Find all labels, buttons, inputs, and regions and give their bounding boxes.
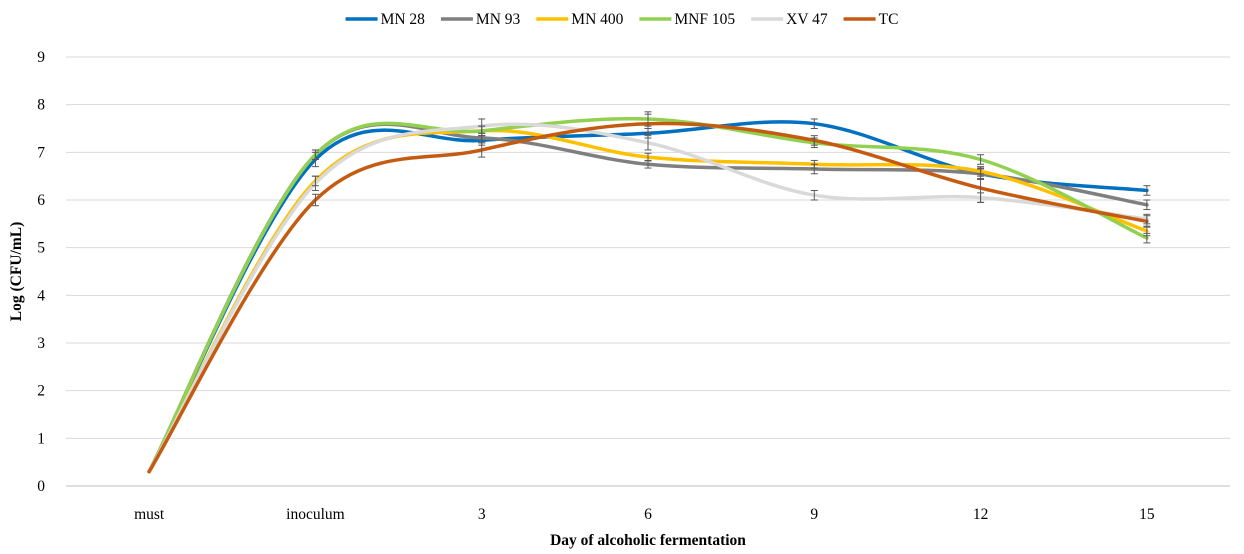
- legend: MN 28 MN 93 MN 400 MNF 105 XV 47 TC: [345, 11, 899, 28]
- error-bar: [644, 135, 652, 151]
- y-tick-label: 3: [37, 335, 45, 352]
- y-axis-ticks: 0 1 2 3 4 5 6 7 8 9: [37, 49, 45, 495]
- error-bar: [644, 152, 652, 162]
- x-tick-label: 3: [478, 506, 486, 523]
- legend-item: MNF 105: [639, 11, 735, 28]
- y-tick-label: 1: [37, 430, 45, 447]
- x-tick-label: 9: [810, 506, 818, 523]
- error-bar: [478, 118, 486, 134]
- error-bar: [311, 175, 319, 191]
- x-tick-label: must: [134, 506, 165, 523]
- legend-label: MN 93: [476, 11, 521, 28]
- error-bar: [644, 113, 652, 134]
- y-tick-label: 5: [37, 240, 45, 257]
- error-bar: [810, 135, 818, 146]
- error-bars: [311, 111, 1151, 244]
- legend-label: MN 28: [381, 11, 426, 28]
- legend-item: MN 400: [536, 11, 624, 28]
- legend-item: MN 28: [345, 11, 426, 28]
- series-line-xv-47: [147, 122, 1149, 474]
- error-bar: [1143, 199, 1151, 211]
- x-tick-label: 6: [644, 506, 652, 523]
- error-bar: [1143, 185, 1151, 196]
- legend-item: TC: [843, 11, 899, 28]
- x-axis-title: Day of alcoholic fermentation: [550, 532, 746, 549]
- y-tick-label: 8: [37, 97, 45, 114]
- y-axis-title: Log (CFU/mL): [8, 222, 25, 321]
- legend-label: TC: [879, 11, 899, 28]
- error-bar: [478, 142, 486, 158]
- x-tick-label: 15: [1139, 506, 1155, 523]
- gridlines: [66, 56, 1230, 439]
- y-tick-label: 4: [37, 287, 45, 304]
- y-tick-label: 9: [37, 49, 45, 66]
- error-bar: [977, 173, 985, 203]
- error-bar: [977, 154, 985, 165]
- legend-item: XV 47: [751, 11, 828, 28]
- y-tick-label: 6: [37, 192, 45, 209]
- x-tick-label: inoculum: [286, 506, 345, 523]
- y-tick-label: 7: [37, 144, 45, 161]
- error-bar: [1143, 232, 1151, 244]
- legend-label: XV 47: [786, 11, 828, 28]
- legend-item: MN 93: [440, 11, 521, 28]
- y-tick-label: 0: [37, 478, 45, 495]
- legend-label: MN 400: [571, 11, 623, 28]
- error-bar: [810, 118, 818, 129]
- error-bar: [810, 159, 818, 169]
- legend-label: MNF 105: [674, 11, 735, 28]
- error-bar: [810, 189, 818, 201]
- error-bar: [311, 193, 319, 207]
- y-tick-label: 2: [37, 383, 45, 400]
- x-tick-label: 12: [973, 506, 989, 523]
- x-axis-ticks: must inoculum 3 6 9 12 15: [134, 506, 1155, 523]
- error-bar: [1143, 215, 1151, 228]
- error-bar: [311, 149, 319, 160]
